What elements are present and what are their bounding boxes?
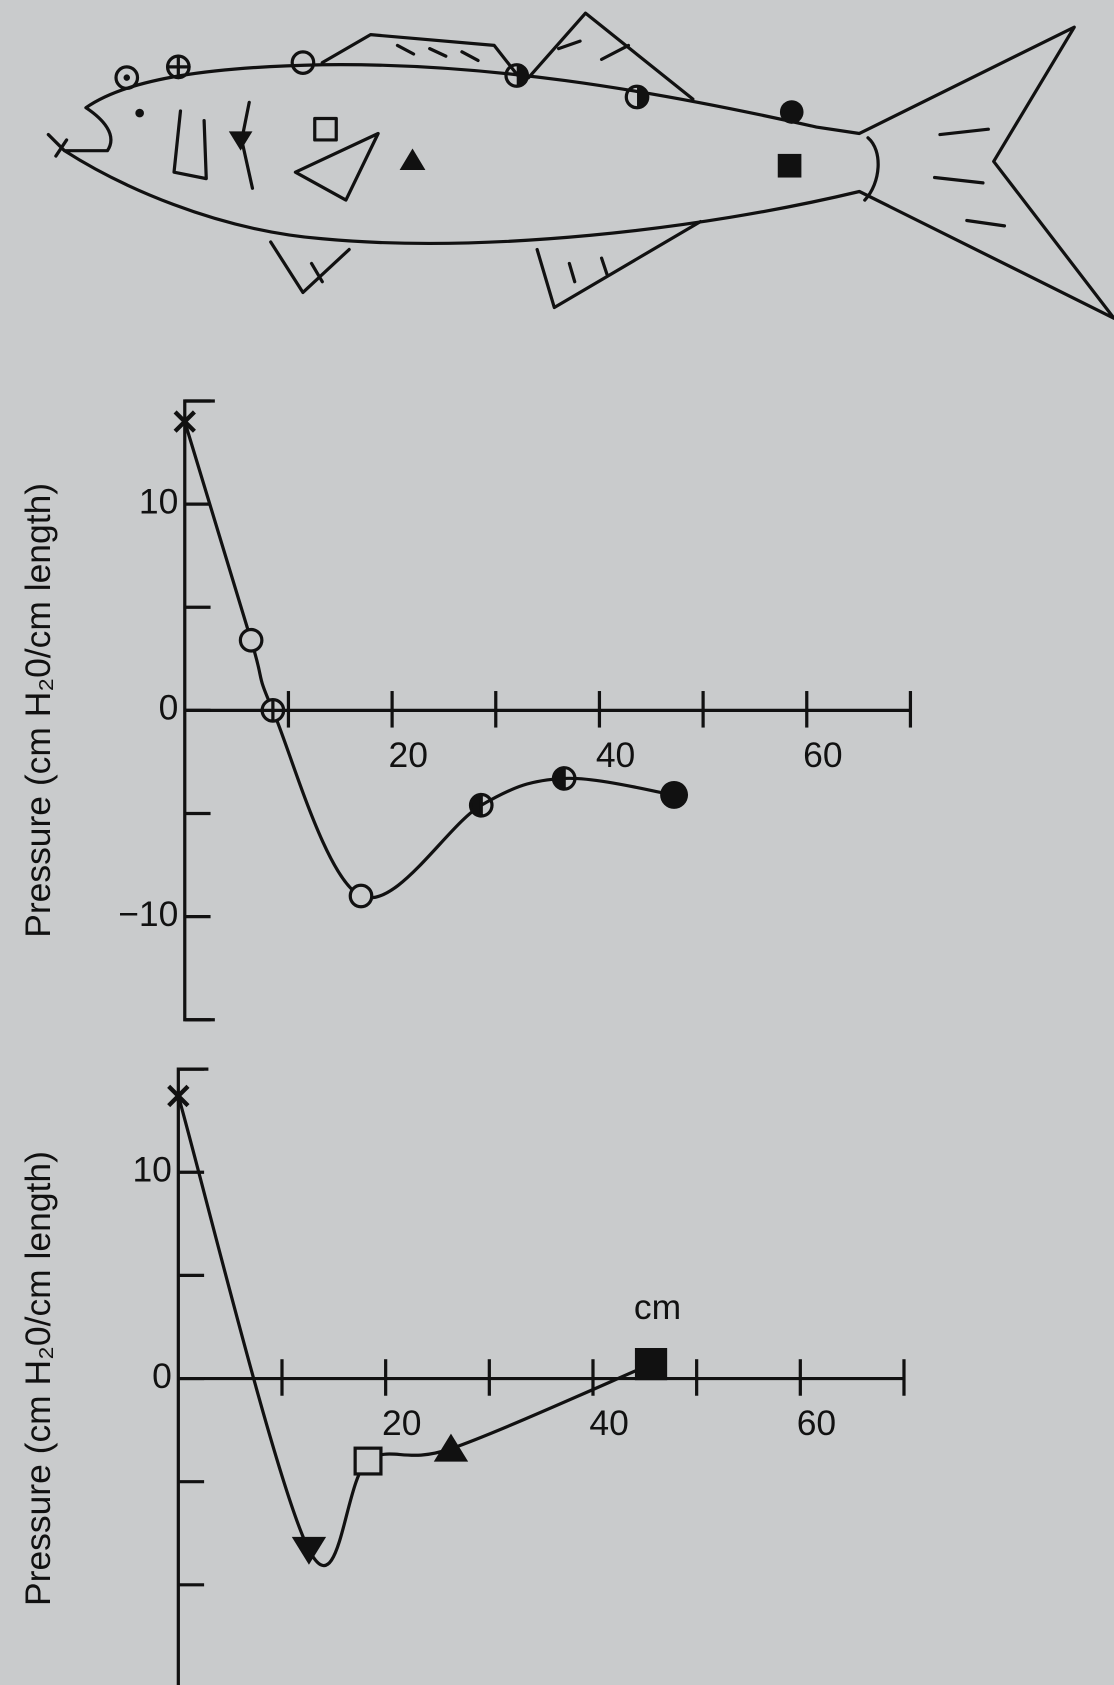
x-tick-label: 20 <box>389 735 428 775</box>
fish-drawing <box>48 13 1114 318</box>
marker <box>434 1434 468 1462</box>
marker <box>355 1448 381 1474</box>
x-tick-label: 60 <box>797 1403 836 1443</box>
curve <box>185 422 674 898</box>
x-tick-label: 40 <box>589 1403 628 1443</box>
marker <box>240 629 261 650</box>
chart: 10 0 −10 20 40 60 Pressure (cm H₂0/cm length) <box>18 401 910 1020</box>
marker <box>350 885 371 906</box>
curve <box>178 1096 651 1566</box>
x-tick-label: 20 <box>382 1403 421 1443</box>
figure: 100−10204060Pressure (cm H₂0/cm length)1… <box>0 0 1114 1685</box>
marker <box>262 700 283 721</box>
x-axis-label: cm <box>634 1287 681 1327</box>
y-axis-label: Pressure (cm H₂0/cm length) <box>18 1151 58 1606</box>
y-tick-label: −10 <box>118 894 178 934</box>
marker <box>292 1537 326 1565</box>
marker <box>660 781 688 809</box>
y-axis-label: Pressure (cm H₂0/cm length) <box>18 483 58 938</box>
x-tick-label: 40 <box>596 735 635 775</box>
y-tick-label: 0 <box>159 688 179 728</box>
marker <box>471 795 492 816</box>
y-tick-label: 10 <box>139 481 178 521</box>
x-tick-label: 60 <box>803 735 842 775</box>
marker <box>635 1348 667 1380</box>
chart: 10 0 20 40 60 Pressure (cm H₂0/cm length) cm <box>18 1069 904 1685</box>
y-tick-label: 0 <box>152 1356 172 1396</box>
y-tick-label: 10 <box>132 1150 171 1190</box>
